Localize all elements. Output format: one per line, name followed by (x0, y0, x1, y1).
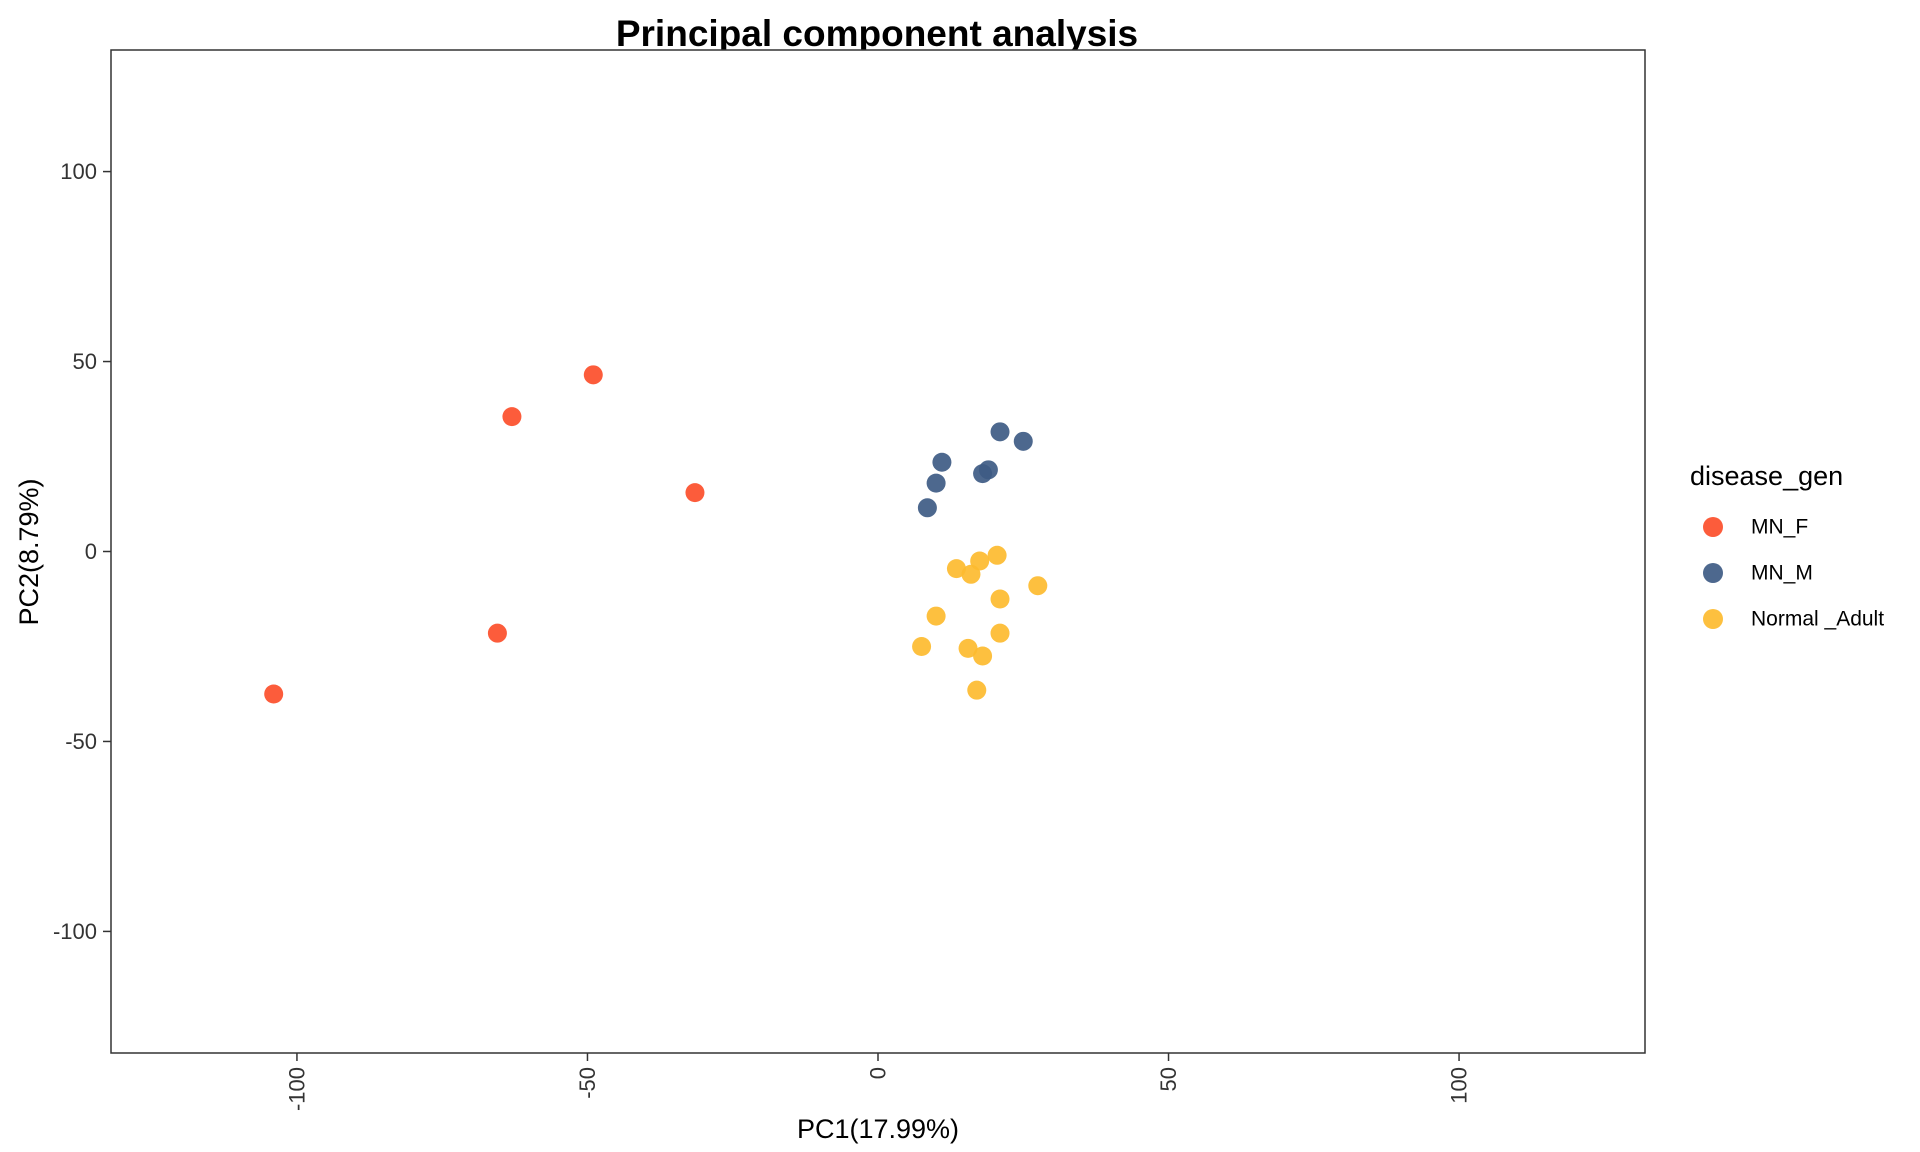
data-point-mn-m (932, 452, 952, 472)
data-point-normal-adult (946, 559, 966, 579)
x-tick-label: 100 (1447, 1067, 1472, 1104)
x-tick-label: 50 (1156, 1067, 1181, 1091)
data-point-normal-adult (990, 623, 1010, 643)
data-point-mn-m (978, 460, 998, 480)
legend-key (1703, 517, 1723, 537)
y-tick-label: 50 (73, 349, 97, 374)
y-tick-label: 100 (60, 159, 97, 184)
data-point-mn-m (926, 473, 946, 493)
legend: disease_gen MN_F MN_M Normal _Adult (1690, 461, 1884, 631)
legend-key (1703, 609, 1723, 629)
x-tick-label: -50 (575, 1067, 600, 1099)
data-point-mn-m (990, 422, 1010, 442)
data-point-normal-adult (990, 589, 1010, 609)
x-tick-label: 0 (866, 1067, 891, 1079)
data-point-normal-adult (958, 638, 978, 658)
data-point-mn-m (1013, 431, 1033, 451)
x-tick-label: -100 (284, 1067, 309, 1111)
data-point-normal-adult (973, 646, 993, 666)
plot-panel (110, 49, 1646, 1054)
legend-label: MN_F (1751, 516, 1808, 539)
x-axis-title: PC1(17.99%) (797, 1114, 959, 1144)
y-tick-label: -50 (65, 729, 97, 754)
data-point-mn-f (502, 407, 522, 427)
legend-label: MN_M (1751, 562, 1813, 585)
legend-label: Normal _Adult (1751, 608, 1884, 631)
legend-items: MN_F MN_M Normal _Adult (1703, 516, 1884, 631)
data-point-normal-adult (970, 551, 990, 571)
data-point-normal-adult (967, 680, 987, 700)
data-point-mn-f (583, 365, 603, 385)
y-tick-label: -100 (53, 919, 97, 944)
data-point-mn-m (917, 498, 937, 518)
y-tick-label: 0 (85, 539, 97, 564)
data-point-normal-adult (926, 606, 946, 626)
y-axis-title: PC2(8.79%) (14, 478, 44, 625)
data-point-mn-f (264, 684, 284, 704)
data-point-normal-adult (1028, 576, 1048, 596)
data-point-mn-f (487, 623, 507, 643)
data-point-normal-adult (987, 545, 1007, 565)
legend-key (1703, 563, 1723, 583)
data-point-mn-f (685, 483, 705, 503)
y-axis: -100 -50 0 50 100 (53, 159, 111, 944)
chart-title: Principal component analysis (616, 13, 1138, 54)
data-points (264, 365, 1048, 704)
legend-title: disease_gen (1690, 461, 1843, 491)
x-axis: -100 -50 0 50 100 (284, 1053, 1472, 1111)
data-point-normal-adult (912, 636, 932, 656)
